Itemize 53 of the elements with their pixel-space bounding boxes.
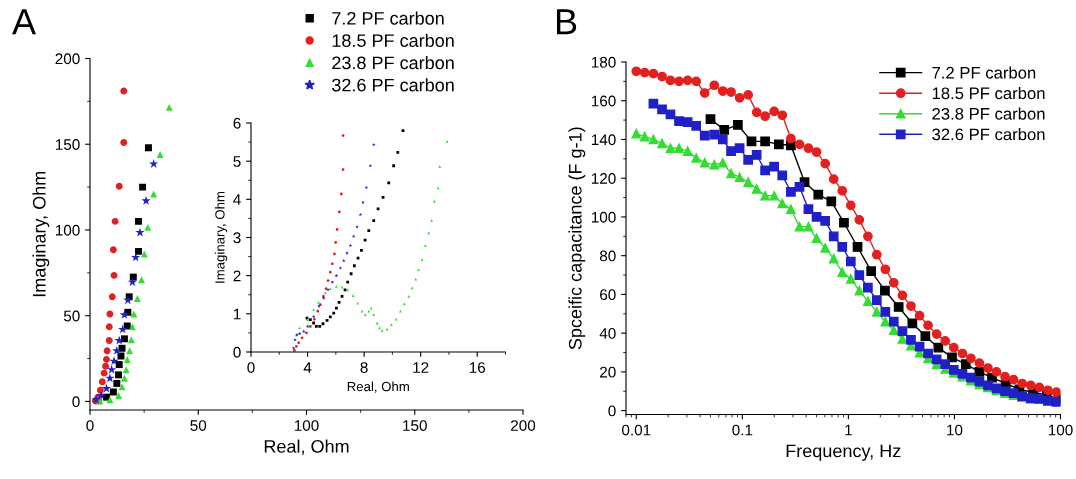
x-tick-label: 10 [947, 424, 963, 436]
y-tick-label: 40 [599, 328, 616, 339]
y-tick-label: 150 [55, 139, 80, 150]
y-axis-title: Imaginary, Ohm [32, 171, 50, 297]
x-axis-title: Frequency, Hz [786, 444, 901, 461]
y-tick-label: 100 [591, 211, 616, 223]
y-tick-label: 60 [600, 289, 616, 301]
legend-label: 32.6 PF carbon [332, 78, 454, 92]
x-tick-label: 1 [845, 424, 852, 436]
x-tick-label: 0 [247, 362, 255, 373]
x-tick-label: 12 [413, 362, 429, 373]
legend-label: 23.8 PF carbon [332, 55, 454, 70]
x-tick-label: 50 [190, 420, 207, 431]
x-tick-label: 8 [360, 362, 368, 373]
x-tick-label: 150 [403, 420, 427, 431]
legend-label: 23.8 PF carbon [932, 107, 1045, 120]
x-tick-label: 16 [469, 362, 486, 373]
y-tick-label: 0 [608, 405, 616, 417]
text: A [12, 9, 37, 35]
legend-label: 7.2 PF carbon [332, 11, 444, 25]
y-tick-label: 0 [233, 346, 241, 358]
x-tick-label: 0.01 [622, 424, 651, 436]
x-tick-label: 0 [86, 420, 94, 431]
legend-label: 18.5 PF carbon [332, 33, 454, 47]
y-tick-label: 5 [233, 156, 241, 167]
y-tick-label: 1 [233, 308, 241, 320]
y-tick-label: 140 [591, 134, 616, 146]
y-tick-label: 160 [591, 95, 616, 107]
y-tick-label: 4 [233, 194, 241, 205]
x-tick-label: 0.1 [732, 424, 753, 436]
y-axis-title: Imaginary, Ohm [214, 191, 228, 283]
y-tick-label: 3 [233, 232, 241, 244]
y-tick-label: 120 [591, 173, 616, 184]
y-tick-label: 180 [591, 56, 616, 68]
y-axis-title: Spceific capacitance (F g-1) [568, 127, 586, 350]
y-tick-label: 6 [233, 117, 241, 129]
legend-label: 7.2 PF carbon [932, 66, 1036, 79]
x-axis-title: Real, Ohm [347, 381, 409, 393]
y-tick-label: 80 [599, 250, 616, 262]
y-tick-label: 100 [55, 224, 80, 236]
text: B [556, 9, 577, 35]
legend-label: 18.5 PF carbon [932, 86, 1045, 100]
x-tick-label: 100 [1048, 424, 1073, 436]
y-tick-label: 200 [55, 53, 80, 65]
x-tick-label: 200 [511, 420, 536, 431]
legend-label: 32.6 PF carbon [932, 128, 1045, 141]
y-tick-label: 2 [233, 270, 241, 282]
y-tick-label: 20 [600, 366, 616, 378]
y-tick-label: 0 [72, 396, 80, 408]
x-tick-label: 4 [303, 362, 312, 373]
x-axis-title: Real, Ohm [264, 439, 349, 455]
y-tick-label: 50 [63, 310, 80, 322]
x-tick-label: 100 [294, 420, 319, 431]
